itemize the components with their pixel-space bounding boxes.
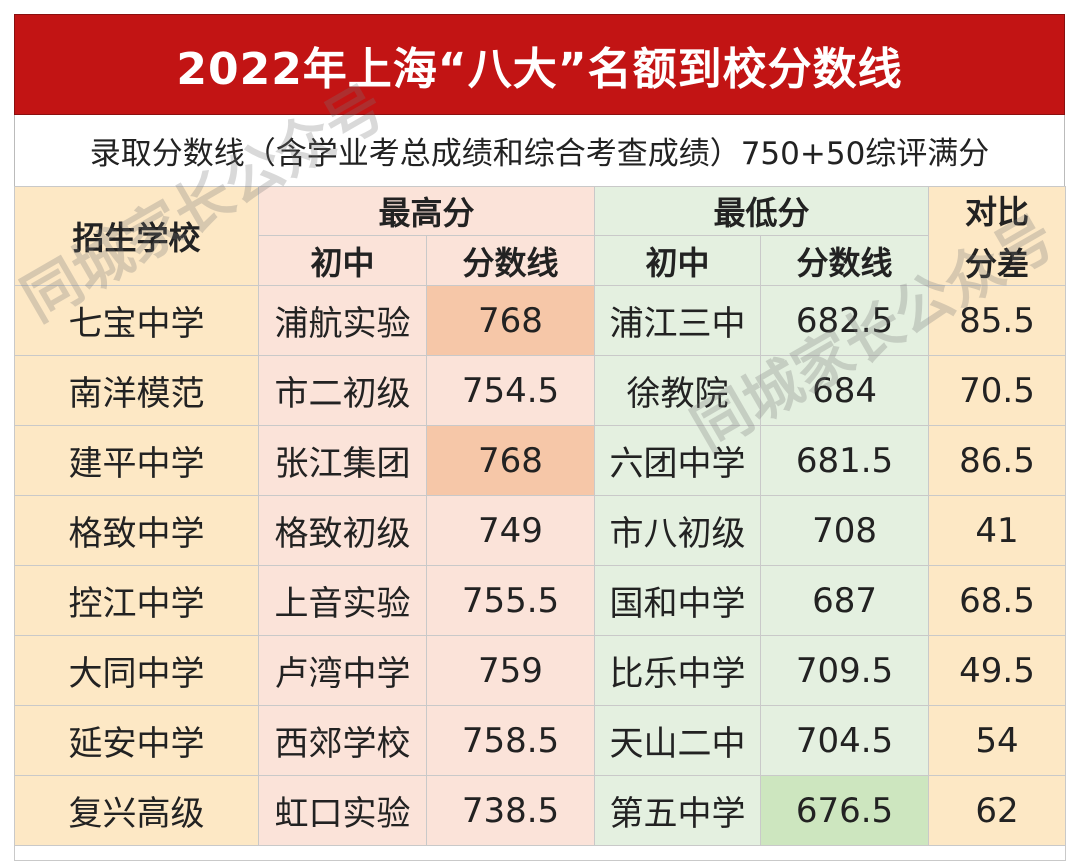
low-middle-school-cell: 天山二中: [594, 705, 762, 776]
school-cell: 建平中学: [14, 425, 259, 496]
school-cell: 延安中学: [14, 705, 259, 776]
school-cell: 南洋模范: [14, 355, 259, 426]
page-title: 2022年上海“八大”名额到校分数线: [14, 14, 1065, 115]
table-row: 格致中学 格致初级 749 市八初级 708 41: [14, 495, 1067, 566]
diff-cell: 49.5: [928, 635, 1067, 706]
header-diff: 对比 分差: [928, 186, 1067, 286]
table-row: 建平中学 张江集团 768 六团中学 681.5 86.5: [14, 425, 1067, 496]
high-middle-school-cell: 格致初级: [258, 495, 427, 566]
low-middle-school-cell: 比乐中学: [594, 635, 762, 706]
table-row: 南洋模范 市二初级 754.5 徐教院 684 70.5: [14, 355, 1067, 426]
header-highest: 最高分: [257, 186, 596, 236]
school-cell: 格致中学: [14, 495, 259, 566]
header-low-score: 分数线: [760, 235, 930, 286]
spacer-cell: [13, 845, 1067, 861]
school-cell: 大同中学: [14, 635, 259, 706]
header-school: 招生学校: [14, 186, 259, 286]
header-diff-line2: 分差: [965, 245, 1030, 283]
high-score-cell: 754.5: [425, 355, 596, 426]
diff-cell: 62: [928, 775, 1067, 846]
table-row: 延安中学 西郊学校 758.5 天山二中 704.5 54: [14, 705, 1067, 776]
header-lowest: 最低分: [594, 186, 930, 236]
low-middle-school-cell: 第五中学: [594, 775, 762, 846]
high-score-cell: 759: [425, 635, 596, 706]
high-score-cell: 738.5: [425, 775, 596, 846]
subtitle: 录取分数线（含学业考总成绩和综合考查成绩）750+50综评满分: [14, 115, 1065, 186]
header-high-middle-school: 初中: [258, 235, 427, 286]
diff-cell: 85.5: [928, 285, 1067, 356]
high-middle-school-cell: 上音实验: [258, 565, 427, 636]
diff-cell: 86.5: [928, 425, 1067, 496]
score-table: 招生学校 最高分 最低分 对比 分差 初中 分数线 初中 分数线 七宝中学 浦航…: [13, 186, 1067, 861]
table-bottom-spacer: [13, 845, 1067, 861]
low-middle-school-cell: 市八初级: [594, 495, 762, 566]
high-middle-school-cell: 西郊学校: [258, 705, 427, 776]
low-middle-school-cell: 国和中学: [594, 565, 762, 636]
low-score-cell: 708: [760, 495, 930, 566]
diff-cell: 41: [928, 495, 1067, 566]
header-low-middle-school: 初中: [594, 235, 762, 286]
low-middle-school-cell: 六团中学: [594, 425, 762, 496]
high-middle-school-cell: 浦航实验: [258, 285, 427, 356]
high-middle-school-cell: 市二初级: [258, 355, 427, 426]
school-cell: 复兴高级: [14, 775, 259, 846]
table-row: 七宝中学 浦航实验 768 浦江三中 682.5 85.5: [14, 285, 1067, 356]
diff-cell: 68.5: [928, 565, 1067, 636]
school-cell: 七宝中学: [14, 285, 259, 356]
high-score-cell: 755.5: [425, 565, 596, 636]
diff-cell: 54: [928, 705, 1067, 776]
table-row: 控江中学 上音实验 755.5 国和中学 687 68.5: [14, 565, 1067, 636]
header-high-score: 分数线: [425, 235, 596, 286]
score-sheet: 2022年上海“八大”名额到校分数线 录取分数线（含学业考总成绩和综合考查成绩）…: [11, 14, 1067, 867]
high-score-cell: 768: [425, 285, 596, 356]
header-row-1: 招生学校 最高分 最低分 对比 分差: [14, 186, 1067, 286]
low-score-cell: 681.5: [760, 425, 930, 496]
high-score-cell: 749: [425, 495, 596, 566]
low-middle-school-cell: 徐教院: [594, 355, 762, 426]
low-middle-school-cell: 浦江三中: [594, 285, 762, 356]
high-middle-school-cell: 虹口实验: [258, 775, 427, 846]
low-score-cell: 682.5: [760, 285, 930, 356]
header-diff-line1: 对比: [965, 193, 1030, 231]
low-score-cell: 709.5: [760, 635, 930, 706]
low-score-cell: 704.5: [760, 705, 930, 776]
diff-cell: 70.5: [928, 355, 1067, 426]
high-score-cell: 758.5: [425, 705, 596, 776]
school-cell: 控江中学: [14, 565, 259, 636]
table-row: 大同中学 卢湾中学 759 比乐中学 709.5 49.5: [14, 635, 1067, 706]
high-score-cell: 768: [425, 425, 596, 496]
high-middle-school-cell: 卢湾中学: [258, 635, 427, 706]
low-score-cell: 676.5: [760, 775, 930, 846]
high-middle-school-cell: 张江集团: [258, 425, 427, 496]
header-row-2: 初中 分数线 初中 分数线: [15, 235, 1066, 286]
low-score-cell: 684: [760, 355, 930, 426]
table-row: 复兴高级 虹口实验 738.5 第五中学 676.5 62: [14, 775, 1067, 846]
low-score-cell: 687: [760, 565, 930, 636]
